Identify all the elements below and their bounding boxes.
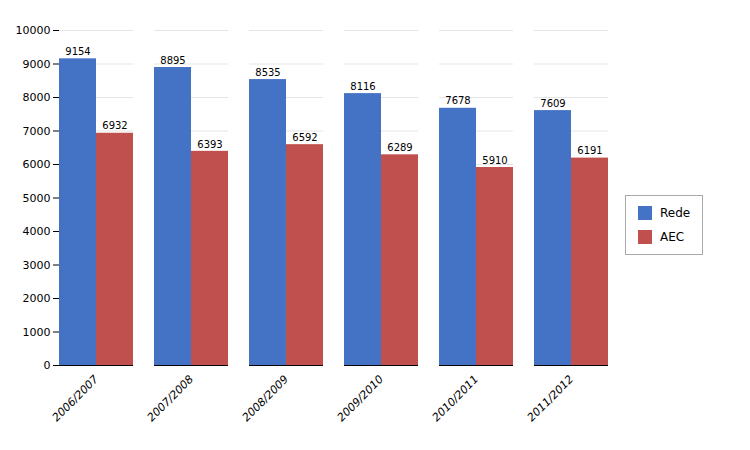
svg-text:2000: 2000 <box>23 292 51 305</box>
svg-text:6000: 6000 <box>23 158 51 171</box>
svg-text:2011/2012: 2011/2012 <box>525 373 576 424</box>
svg-text:8895: 8895 <box>160 55 185 66</box>
svg-text:2007/2008: 2007/2008 <box>145 373 196 424</box>
svg-text:7609: 7609 <box>540 98 565 109</box>
html-text:AEC: AEC <box>660 230 685 244</box>
svg-text:2010/2011: 2010/2011 <box>430 373 481 424</box>
svg-text:6191: 6191 <box>577 145 602 156</box>
svg-text:10000: 10000 <box>16 24 51 37</box>
svg-text:3000: 3000 <box>23 259 51 272</box>
svg-text:2006/2007: 2006/2007 <box>50 373 101 424</box>
svg-text:2009/2010: 2009/2010 <box>335 373 386 424</box>
svg-text:8116: 8116 <box>350 81 375 92</box>
svg-text:4000: 4000 <box>23 225 51 238</box>
svg-text:5000: 5000 <box>23 192 51 205</box>
html-text:Rede: Rede <box>660 206 691 220</box>
svg-text:8535: 8535 <box>255 67 280 78</box>
svg-text:6393: 6393 <box>197 139 222 150</box>
svg-text:6592: 6592 <box>292 132 317 143</box>
svg-text:2008/2009: 2008/2009 <box>240 373 291 424</box>
svg-text:7000: 7000 <box>23 125 51 138</box>
svg-text:9154: 9154 <box>65 46 90 57</box>
svg-text:7678: 7678 <box>445 95 470 106</box>
svg-text:6289: 6289 <box>387 142 412 153</box>
svg-text:0: 0 <box>44 359 51 372</box>
svg-text:5910: 5910 <box>482 155 507 166</box>
svg-text:9000: 9000 <box>23 58 51 71</box>
svg-text:1000: 1000 <box>23 326 51 339</box>
svg-text:6932: 6932 <box>102 120 127 131</box>
svg-text:8000: 8000 <box>23 91 51 104</box>
